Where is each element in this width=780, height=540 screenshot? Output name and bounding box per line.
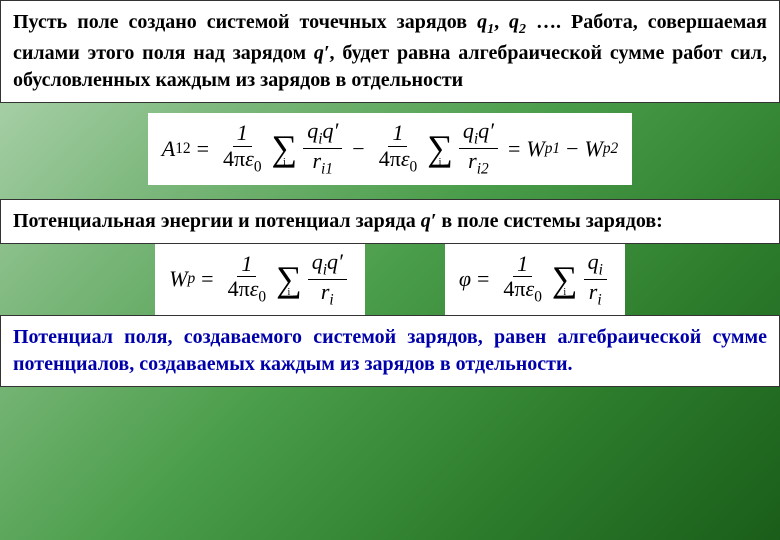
formula-work: A12 = 1 4πε0 .∑i qiq′ ri1 − 1 4πε0 .∑i q… [148, 113, 632, 185]
text: Пусть поле создано системой точечных зар… [13, 11, 477, 33]
fraction: qiq′ ri2 [459, 119, 498, 179]
sum-icon: .∑i [276, 263, 302, 297]
formula-row: Wp = 1 4πε0 .∑i qiq′ ri φ = 1 4πε0 .∑i q… [0, 244, 780, 316]
fraction: 1 4πε0 [219, 121, 265, 176]
fraction: 1 4πε0 [499, 252, 545, 307]
fraction: 1 4πε0 [375, 121, 421, 176]
formula-potential-energy: Wp = 1 4πε0 .∑i qiq′ ri [155, 244, 365, 316]
paragraph-superposition: Потенциал поля, создаваемого системой за… [0, 315, 780, 387]
fraction: qi ri [584, 250, 607, 310]
sum-icon: .∑i [552, 263, 578, 297]
formula-potential: φ = 1 4πε0 .∑i qi ri [445, 244, 625, 316]
paragraph-potential-energy: Потенциальная энергии и потенциал заряда… [0, 199, 780, 244]
fraction: qiq′ ri [308, 250, 347, 310]
fraction: qiq′ ri1 [303, 119, 342, 179]
fraction: 1 4πε0 [224, 252, 270, 307]
sum-icon: .∑i [272, 132, 298, 166]
paragraph-work-definition: Пусть поле создано системой точечных зар… [0, 0, 780, 103]
sum-icon: .∑i [427, 132, 453, 166]
